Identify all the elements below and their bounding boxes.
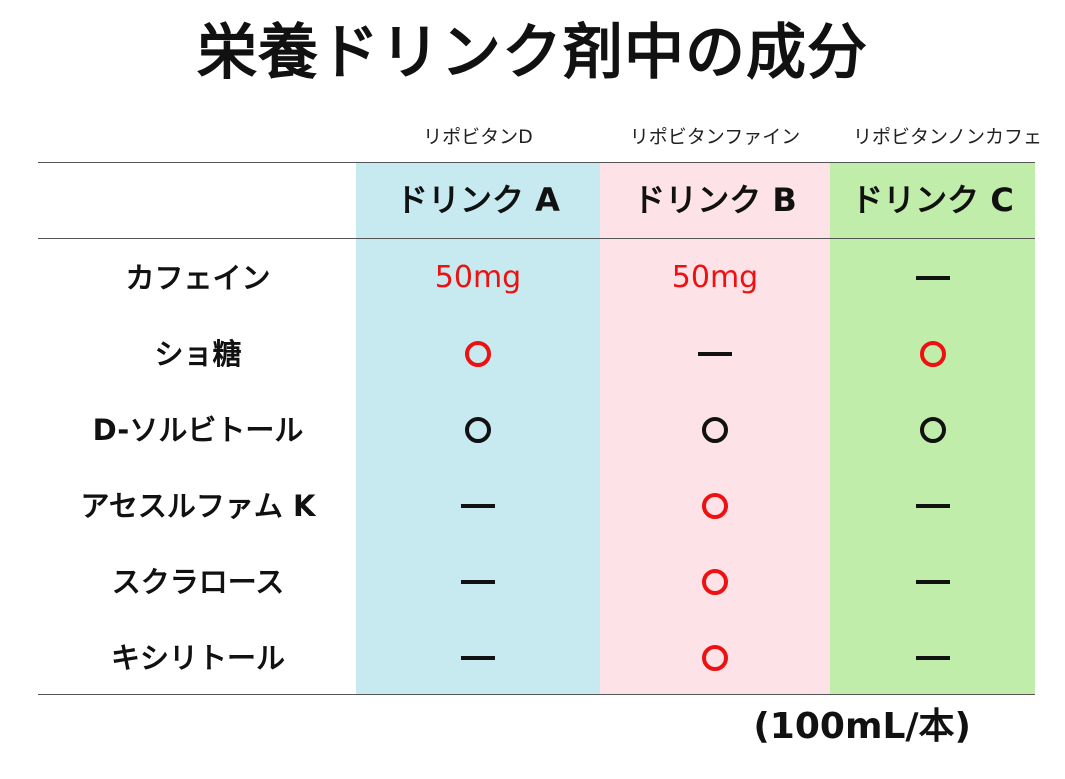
circle-mark-icon xyxy=(702,645,728,671)
circle-mark-icon xyxy=(919,417,946,443)
row-label: ショ糖 xyxy=(154,337,242,371)
table-cell xyxy=(356,620,600,696)
table-cell xyxy=(830,544,1035,620)
row-label: キシリトール xyxy=(110,641,285,675)
amount-value: 50mg xyxy=(434,260,522,295)
column-header-drink-a: ドリンク A xyxy=(396,181,560,219)
header-rule xyxy=(38,238,1035,239)
table-cell xyxy=(356,316,600,392)
circle-mark-icon xyxy=(702,569,728,595)
table-cell xyxy=(356,468,600,544)
circle-mark-icon xyxy=(702,417,728,443)
table-cell xyxy=(600,468,830,544)
table-cell xyxy=(830,240,1035,316)
table-cell xyxy=(600,316,830,392)
row-label: D-ソルビトール xyxy=(92,413,304,447)
table-cell xyxy=(356,392,600,468)
row-label: カフェイン xyxy=(125,261,271,295)
amount-value: 50mg xyxy=(671,260,759,295)
page-title: 栄養ドリンク剤中の成分 xyxy=(197,18,868,88)
table-cell xyxy=(830,468,1035,544)
row-label: アセスルファム K xyxy=(80,489,316,523)
table-top-rule xyxy=(38,162,1035,163)
table-cell xyxy=(356,544,600,620)
table-bottom-rule xyxy=(38,694,1035,695)
dash-mark-icon xyxy=(915,580,950,584)
product-name-c: リポビタンノンカフェ xyxy=(852,126,1043,148)
column-header-drink-b: ドリンク B xyxy=(633,181,797,219)
table-cell xyxy=(600,620,830,696)
table-cell xyxy=(830,620,1035,696)
dash-mark-icon xyxy=(915,276,950,280)
unit-note: (100mL/本) xyxy=(753,706,971,747)
dash-mark-icon xyxy=(461,504,495,508)
dash-mark-icon xyxy=(915,656,950,660)
dash-mark-icon xyxy=(461,580,495,584)
table-cell xyxy=(830,316,1035,392)
product-name-b: リポビタンファイン xyxy=(629,126,801,148)
table-cell: 50mg xyxy=(600,240,830,316)
column-header-drink-c: ドリンク C xyxy=(851,181,1014,219)
dash-mark-icon xyxy=(915,504,950,508)
row-label: スクラロース xyxy=(111,565,285,599)
dash-mark-icon xyxy=(698,352,732,356)
circle-mark-icon xyxy=(702,493,728,519)
dash-mark-icon xyxy=(461,656,495,660)
product-name-a: リポビタンD xyxy=(423,126,533,148)
table-cell xyxy=(600,544,830,620)
circle-mark-icon xyxy=(465,417,491,443)
circle-mark-icon xyxy=(919,341,946,367)
table-cell xyxy=(830,392,1035,468)
table-cell: 50mg xyxy=(356,240,600,316)
table-cell xyxy=(600,392,830,468)
circle-mark-icon xyxy=(465,341,491,367)
